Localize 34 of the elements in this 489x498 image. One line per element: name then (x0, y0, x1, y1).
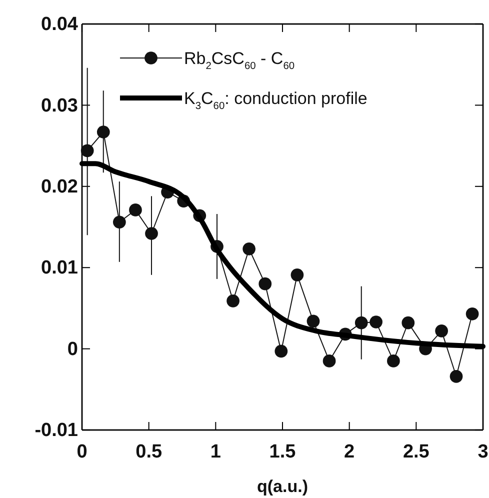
legend-label: K$_{3}$C$_{60}$: conduction profile (184, 89, 368, 112)
point (129, 204, 142, 216)
point (370, 316, 382, 328)
x-tick-label: 1 (210, 441, 222, 462)
legend-label: Rb$_{2}$CsC$_{60}$ - C$_{60}$ (184, 49, 295, 72)
x-tick-label: 2 (344, 441, 355, 462)
x-axis-title: q(a.u.) (257, 477, 308, 496)
point (145, 227, 158, 240)
y-tick-label: 0.03 (41, 95, 78, 116)
point (112, 216, 126, 229)
point (306, 314, 320, 328)
point (450, 370, 463, 383)
point (387, 354, 400, 368)
point (96, 126, 110, 138)
y-tick-label: 0 (67, 338, 78, 360)
point (274, 344, 288, 358)
x-tick-label: 1.5 (269, 441, 296, 462)
point (242, 242, 256, 256)
point (226, 294, 240, 308)
point (466, 307, 479, 320)
y-tick-label: 0.01 (41, 258, 78, 279)
x-tick-label: 3 (478, 441, 488, 462)
point (290, 268, 304, 282)
point (402, 316, 415, 330)
point (258, 277, 272, 290)
point (435, 324, 448, 338)
x-tick-label: 0.5 (136, 441, 162, 462)
x-tick-label: 2.5 (402, 441, 430, 462)
y-tick-label: 0.04 (41, 14, 78, 36)
y-tick-label: -0.01 (34, 420, 78, 442)
point (354, 316, 368, 330)
point (80, 144, 94, 158)
y-tick-label: 0.02 (41, 176, 78, 198)
point (322, 354, 336, 368)
